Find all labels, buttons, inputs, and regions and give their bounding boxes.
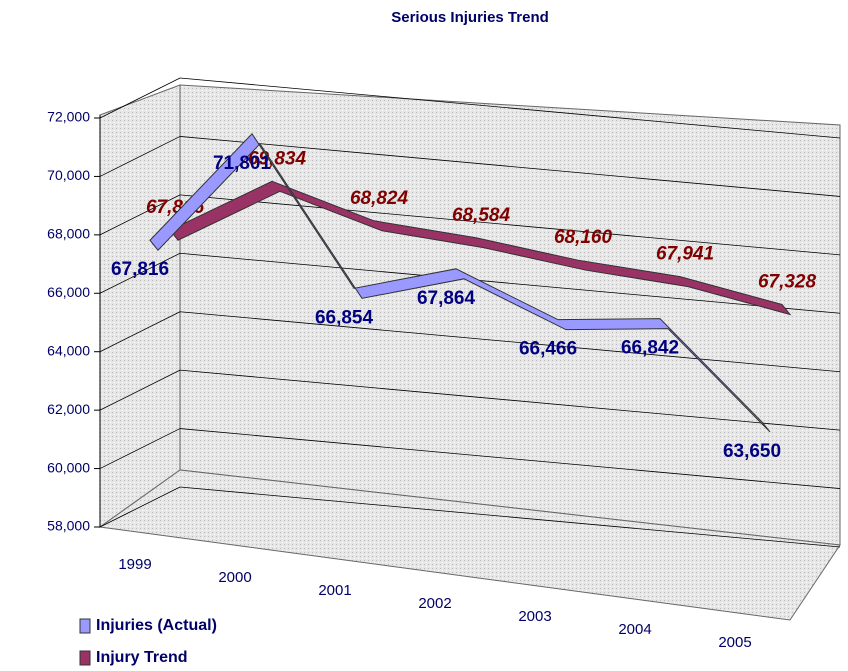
x-tick-label: 2002 xyxy=(418,595,451,612)
legend-label: Injury Trend xyxy=(96,649,188,666)
data-label: 66,466 xyxy=(519,339,577,360)
data-label: 63,650 xyxy=(723,441,781,462)
data-label: 67,816 xyxy=(111,259,169,280)
grid-line xyxy=(179,194,841,256)
y-tick-label: 72,000 xyxy=(47,109,90,125)
y-tick-label: 62,000 xyxy=(47,401,90,417)
grid-line xyxy=(179,77,841,139)
grid-line xyxy=(179,136,841,197)
legend-label: Injuries (Actual) xyxy=(96,617,217,634)
grid-line xyxy=(99,136,181,177)
data-label: 67,864 xyxy=(417,288,476,309)
x-tick-label: 2003 xyxy=(518,608,551,625)
grid-line xyxy=(179,369,841,431)
y-tick-label: 66,000 xyxy=(47,284,90,300)
y-tick-label: 60,000 xyxy=(47,459,90,475)
grid-line xyxy=(179,252,841,314)
grid-line xyxy=(179,486,841,548)
y-tick-label: 58,000 xyxy=(47,518,90,534)
x-tick-label: 2000 xyxy=(218,569,251,586)
grid-line xyxy=(179,311,841,373)
data-label: 68,160 xyxy=(554,227,613,248)
y-tick-label: 68,000 xyxy=(47,226,90,242)
legend-swatch xyxy=(79,618,91,634)
grid-line xyxy=(99,369,181,411)
legend-swatch xyxy=(79,650,91,666)
data-label: 68,824 xyxy=(350,188,409,209)
ribbon xyxy=(169,180,792,316)
side-wall xyxy=(99,84,181,528)
data-label: 67,328 xyxy=(758,272,817,293)
x-tick-label: 2005 xyxy=(718,634,751,651)
grid-line xyxy=(99,252,181,294)
data-label: 71,801 xyxy=(213,153,272,174)
floor xyxy=(98,469,841,621)
x-tick-label: 2001 xyxy=(318,582,351,599)
x-tick-label: 1999 xyxy=(118,556,151,573)
grid-line xyxy=(99,311,181,353)
grid-line xyxy=(99,77,181,119)
data-label: 69,834 xyxy=(248,148,307,169)
y-tick-label: 70,000 xyxy=(47,167,90,183)
data-label: 66,854 xyxy=(315,307,374,328)
grid-line xyxy=(99,428,181,469)
ribbon xyxy=(149,133,771,433)
y-tick-label: 64,000 xyxy=(47,342,90,358)
data-label: 67,941 xyxy=(656,244,714,265)
grid-line xyxy=(99,486,181,528)
grid-line xyxy=(99,194,181,236)
chart-title: Serious Injuries Trend xyxy=(391,9,549,26)
x-tick-label: 2004 xyxy=(618,621,651,638)
grid-line xyxy=(179,428,841,489)
data-label: 66,842 xyxy=(621,338,679,359)
data-label: 68,584 xyxy=(452,205,511,226)
